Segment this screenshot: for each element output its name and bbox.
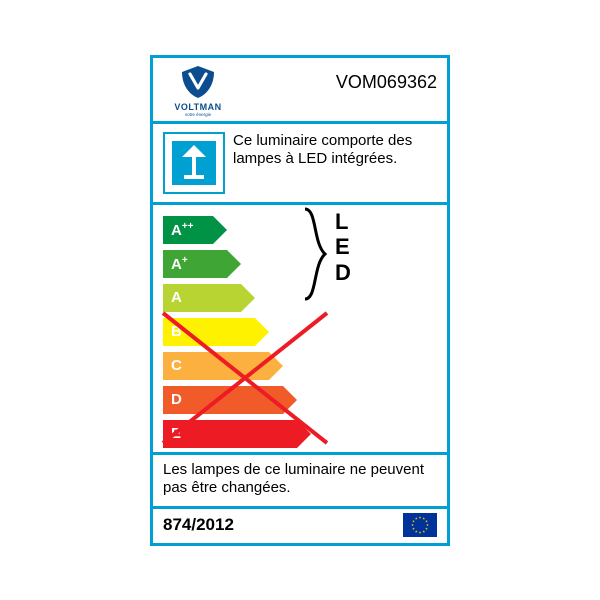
- energy-grade-label: A: [171, 289, 182, 306]
- description-text: Ce luminaire comporte des lampes à LED i…: [233, 132, 437, 170]
- energy-arrow-D: D: [163, 386, 283, 414]
- footer: 874/2012: [153, 506, 447, 543]
- note-section: Les lampes de ce luminaire ne peuvent pa…: [153, 452, 447, 506]
- energy-grade-label: D: [171, 391, 182, 408]
- energy-grade-label: E: [171, 425, 181, 442]
- regulation-number: 874/2012: [163, 515, 234, 535]
- eu-flag-icon: [403, 513, 437, 537]
- energy-grade-label: B: [171, 323, 182, 340]
- energy-row: A++: [163, 215, 437, 245]
- brand-name: VOLTMAN: [174, 102, 221, 112]
- brand-logo: VOLTMAN votre énergie: [163, 64, 233, 117]
- energy-arrow-E: E: [163, 420, 297, 448]
- note-text: Les lampes de ce luminaire ne peuvent pa…: [163, 461, 424, 497]
- energy-grade-label: C: [171, 357, 182, 374]
- brand-tagline: votre énergie: [185, 112, 211, 117]
- energy-grade-label: A++: [171, 221, 194, 239]
- energy-row: A+: [163, 249, 437, 279]
- energy-row: E: [163, 419, 437, 449]
- led-label: LED: [335, 209, 352, 287]
- header: VOLTMAN votre énergie VOM069362: [153, 58, 447, 121]
- energy-label: VOLTMAN votre énergie VOM069362 Ce lumin…: [150, 55, 450, 546]
- energy-section: A++ A+ ABCDE LED: [153, 202, 447, 452]
- brace-icon: [301, 205, 331, 303]
- energy-grade-label: A+: [171, 255, 188, 273]
- energy-row: D: [163, 385, 437, 415]
- lamp-icon: [172, 141, 216, 185]
- energy-arrow-B: B: [163, 318, 255, 346]
- energy-arrows: A++ A+ ABCDE: [163, 215, 437, 449]
- energy-row: A: [163, 283, 437, 313]
- voltman-shield-icon: [176, 64, 220, 100]
- energy-row: B: [163, 317, 437, 347]
- energy-arrow-Aplus: A+: [163, 250, 227, 278]
- energy-row: C: [163, 351, 437, 381]
- energy-arrow-C: C: [163, 352, 269, 380]
- energy-arrow-Aplusplus: A++: [163, 216, 213, 244]
- model-number: VOM069362: [336, 72, 437, 93]
- energy-arrow-A: A: [163, 284, 241, 312]
- description-section: Ce luminaire comporte des lampes à LED i…: [153, 121, 447, 202]
- lamp-icon-box: [163, 132, 225, 194]
